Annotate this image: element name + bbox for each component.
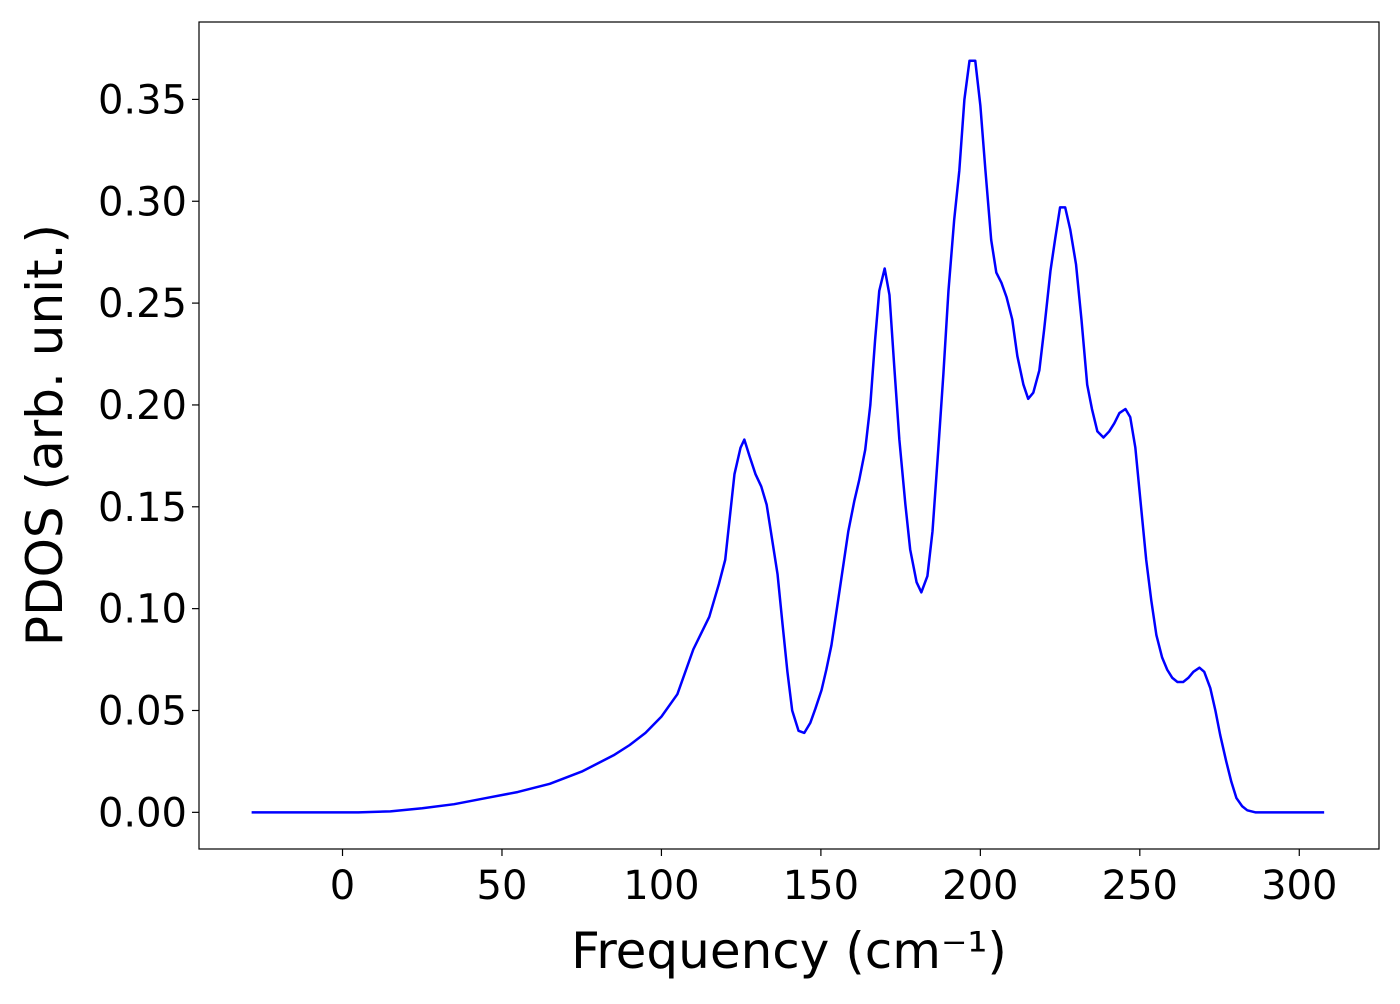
x-tick-label: 0 <box>330 863 355 909</box>
y-tick-label: 0.05 <box>98 688 187 734</box>
y-tick-label: 0.35 <box>98 77 187 123</box>
x-tick-label: 250 <box>1102 863 1178 909</box>
y-tick-label: 0.30 <box>98 179 187 225</box>
data-line <box>251 59 1325 814</box>
y-tick-label: 0.00 <box>98 790 187 836</box>
y-tick-label: 0.25 <box>98 281 187 327</box>
x-axis-label: Frequency (cm⁻¹) <box>571 922 1007 980</box>
y-axis-label: PDOS (arb. unit.) <box>16 224 74 646</box>
x-tick-label: 50 <box>477 863 528 909</box>
y-tick-label: 0.20 <box>98 383 187 429</box>
x-tick-label: 300 <box>1261 863 1337 909</box>
y-tick-label: 0.10 <box>98 587 187 633</box>
x-tick-label: 150 <box>783 863 859 909</box>
x-tick-label: 100 <box>623 863 699 909</box>
y-tick-label: 0.15 <box>98 485 187 531</box>
plot-frame <box>198 21 1380 850</box>
x-tick-label: 200 <box>942 863 1018 909</box>
